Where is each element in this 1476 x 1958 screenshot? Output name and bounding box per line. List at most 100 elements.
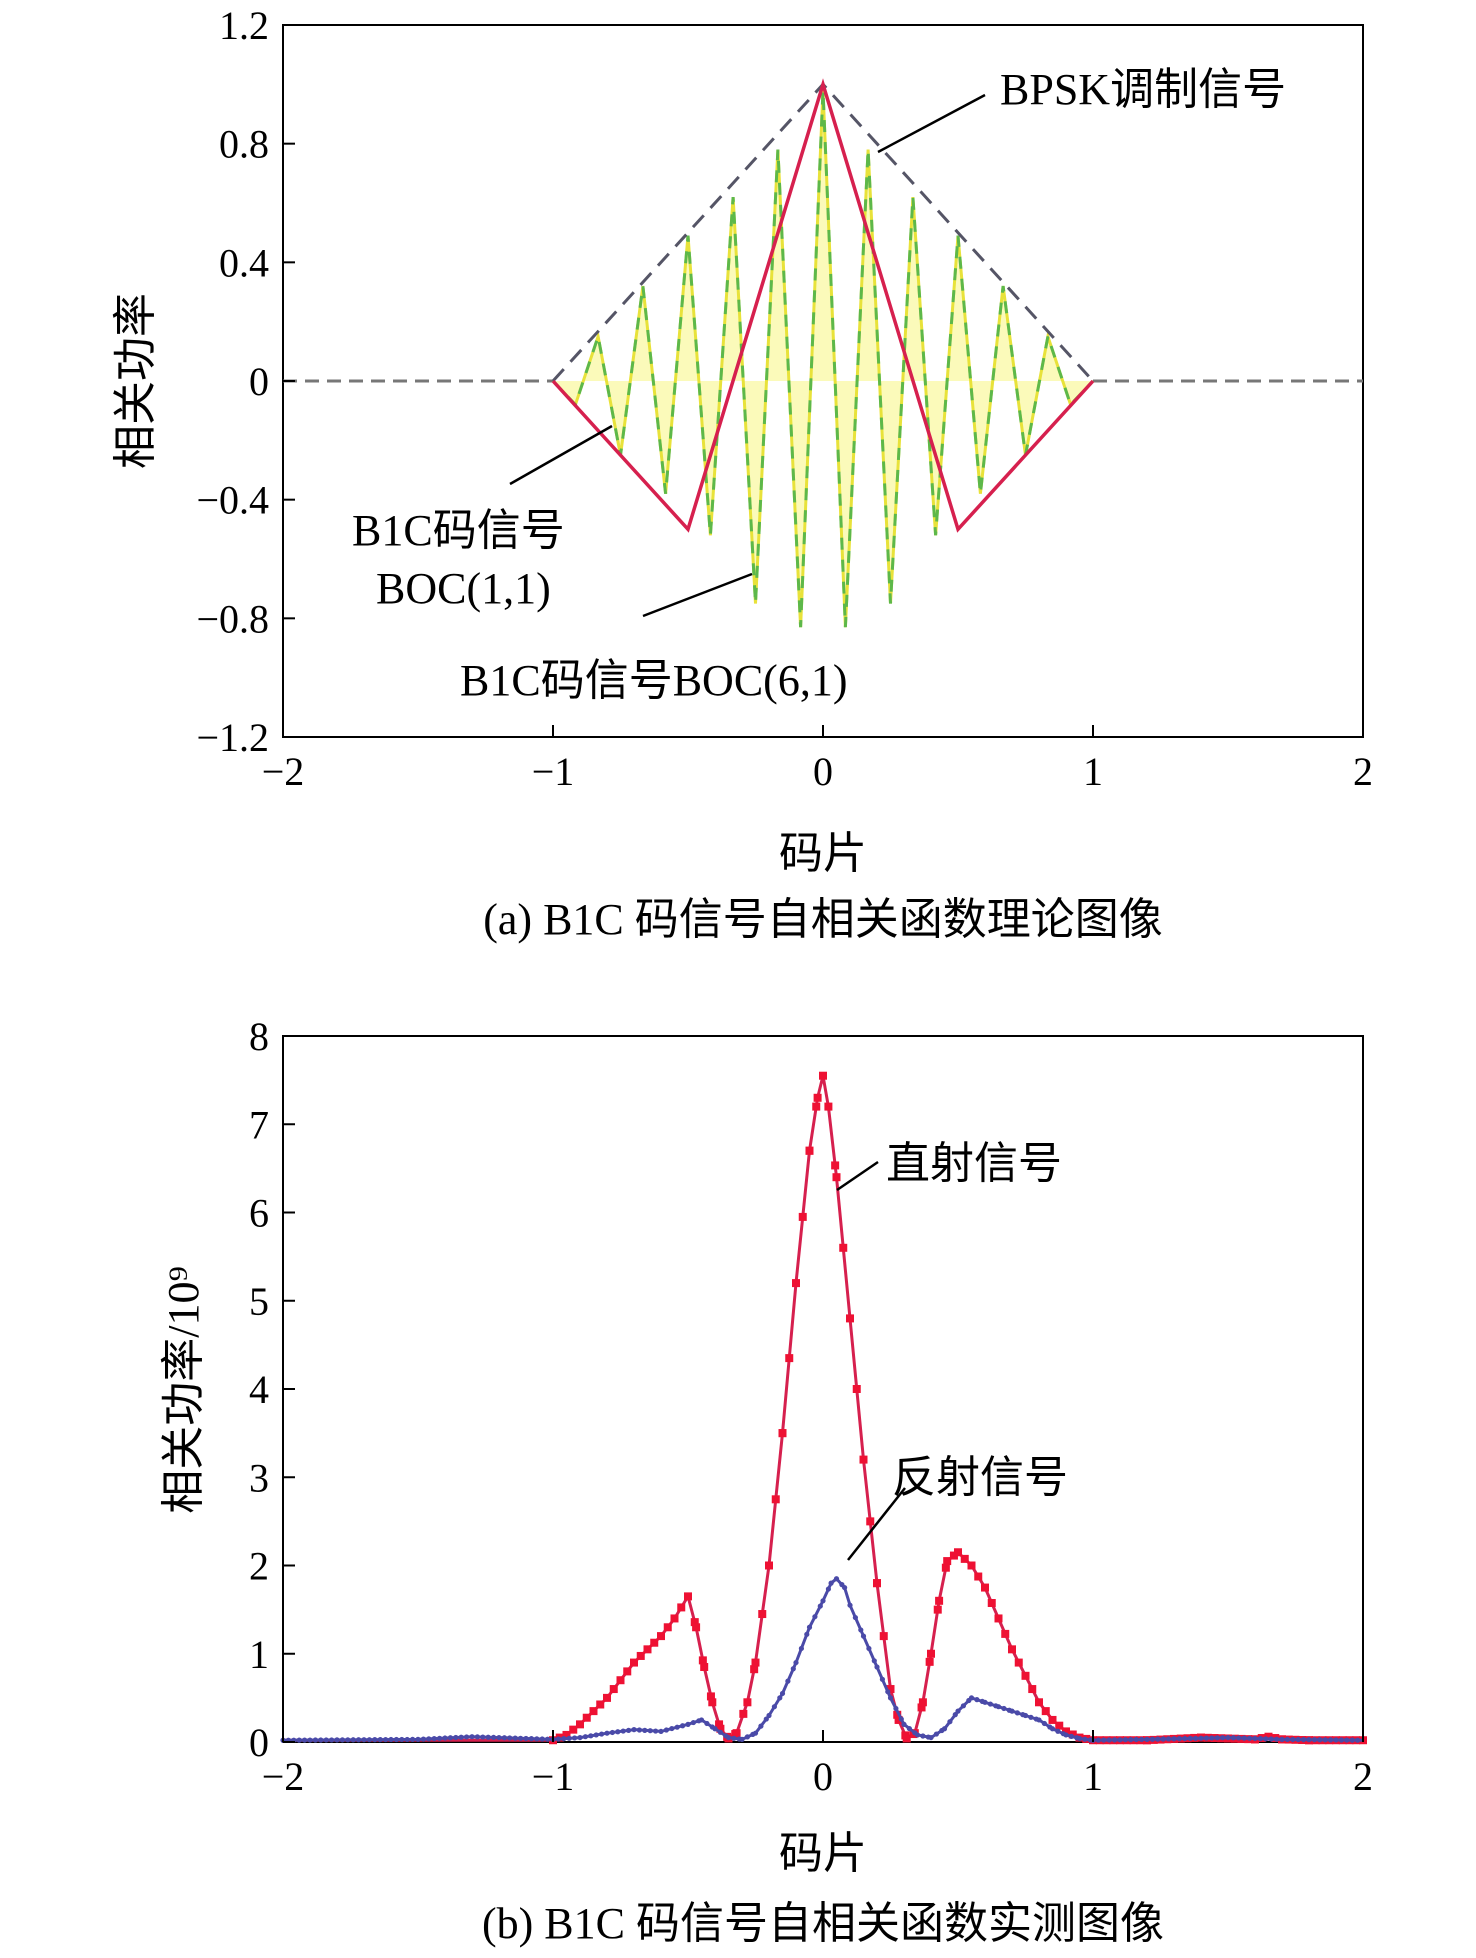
panel-a-ytick-label: 0.8 <box>219 122 269 167</box>
direct-signal-marker <box>1008 1645 1016 1654</box>
reflected-signal-marker <box>593 1732 599 1738</box>
reflected-signal-marker <box>653 1728 659 1734</box>
direct-signal-marker <box>785 1354 794 1363</box>
reflected-signal-marker <box>731 1735 737 1741</box>
direct-signal-marker <box>576 1720 584 1729</box>
direct-signal-marker <box>684 1592 692 1601</box>
direct-signal-marker <box>589 1707 598 1716</box>
reflected-signal-marker <box>763 1716 769 1722</box>
reflected-signal-marker <box>866 1645 872 1652</box>
reflected-signal-marker <box>690 1719 697 1726</box>
reflected-signal-marker <box>982 1699 988 1705</box>
reflected-signal-marker <box>987 1701 994 1707</box>
annotation-boc61: B1C码信号BOC(6,1) <box>460 656 847 705</box>
direct-signal-marker <box>1041 1707 1050 1716</box>
reflected-signal-marker <box>842 1584 848 1591</box>
direct-signal-marker <box>902 1734 911 1743</box>
reflected-signal-marker <box>1187 1735 1193 1742</box>
reflected-signal-marker <box>588 1733 594 1739</box>
bpsk-leader-line <box>877 93 986 154</box>
direct-signal-marker <box>596 1700 605 1709</box>
reflected-signal-marker <box>752 1730 759 1736</box>
reflected-signal-marker <box>582 1734 589 1740</box>
direct-signal-marker <box>1048 1715 1057 1724</box>
direct-signal-marker <box>943 1557 952 1566</box>
reflected-signal-marker <box>302 1737 308 1743</box>
direct-signal-marker <box>846 1314 854 1323</box>
panel-b-ytick-label: 7 <box>249 1102 269 1147</box>
direct-signal-marker <box>852 1385 861 1393</box>
reflected-signal-marker <box>604 1730 610 1736</box>
reflected-signal-marker <box>572 1735 578 1741</box>
reflected-signal-marker <box>1263 1736 1269 1742</box>
reflected-signal-marker <box>1160 1736 1166 1742</box>
reflected-signal-marker <box>1193 1735 1199 1741</box>
reflected-signal-marker <box>1322 1737 1328 1743</box>
reflected-signal-marker <box>453 1734 459 1741</box>
panel-b-ytick-label: 5 <box>249 1279 269 1324</box>
reflected-signal-marker <box>779 1690 786 1697</box>
reflected-signal-marker <box>833 1576 840 1582</box>
reflected-signal-marker <box>296 1737 302 1743</box>
reflected-signal-marker <box>828 1580 834 1586</box>
reflected-signal-marker <box>1279 1736 1285 1742</box>
reflected-signal-marker <box>323 1737 329 1743</box>
direct-signal-marker <box>771 1495 780 1504</box>
panel-a-ytick-label: −0.8 <box>196 596 269 641</box>
reflected-signal-marker <box>496 1734 502 1741</box>
direct-signal-marker <box>866 1517 875 1526</box>
panel-a-ytick-label: −1.2 <box>196 715 269 760</box>
panel-a-xtick-label: 1 <box>1083 749 1103 794</box>
direct-signal-marker <box>927 1649 935 1658</box>
direct-signal-marker <box>677 1603 686 1612</box>
direct-signal-marker <box>630 1658 638 1667</box>
reflected-signal-marker <box>1068 1733 1074 1739</box>
reflected-signal-marker <box>447 1735 453 1741</box>
reflected-signal-marker <box>1317 1737 1323 1743</box>
reflected-signal-marker <box>1082 1736 1088 1742</box>
reflected-signal-marker <box>887 1695 894 1701</box>
reflected-signal-marker <box>523 1735 529 1742</box>
panel-b-y-axis-label: 相关功率/10⁹ <box>159 1266 208 1514</box>
reflected-signal-marker <box>960 1703 967 1709</box>
direct-signal-marker <box>569 1725 578 1734</box>
reflected-signal-marker <box>806 1624 813 1630</box>
reflected-signal-marker <box>312 1737 318 1743</box>
reflected-signal-marker <box>642 1727 648 1733</box>
panel-a-series <box>283 78 1363 628</box>
reflected-signal-marker <box>1355 1737 1361 1743</box>
direct-signal-marker <box>981 1583 989 1592</box>
panel-b-xtick-label: 1 <box>1083 1754 1103 1799</box>
direct-signal-marker <box>692 1623 701 1632</box>
reflected-signal-marker <box>812 1614 818 1620</box>
reflected-signal-marker <box>725 1734 732 1741</box>
reflected-signal-marker <box>399 1736 405 1743</box>
direct-signal-marker <box>824 1102 833 1111</box>
panel-a-y-ticks: 1.2 0.8 0.4 0 −0.4 −0.8 −1.2 <box>196 3 295 760</box>
panel-b-ytick-label: 1 <box>249 1632 269 1677</box>
reflected-signal-marker <box>820 1598 826 1604</box>
reflected-signal-marker <box>1106 1737 1112 1743</box>
reflected-signal-marker <box>777 1695 783 1701</box>
reflected-signal-marker <box>974 1697 980 1703</box>
reflected-signal-marker <box>739 1736 745 1742</box>
reflected-signal-marker <box>512 1735 518 1741</box>
reflected-signal-marker <box>1252 1735 1258 1742</box>
boc61-area-fill <box>553 90 1093 628</box>
direct-signal-marker <box>813 1093 822 1102</box>
reflected-signal-marker <box>1338 1737 1344 1743</box>
reflected-signal-marker <box>1036 1717 1042 1723</box>
reflected-signal-marker <box>669 1725 675 1732</box>
reflected-signal-marker <box>704 1720 710 1727</box>
reflected-signal-marker <box>674 1724 680 1730</box>
reflected-signal-marker <box>1001 1705 1007 1712</box>
reflected-signal-marker <box>1076 1735 1083 1742</box>
reflected-signal-marker <box>1063 1732 1069 1738</box>
annotation-direct: 直射信号 <box>886 1139 1062 1188</box>
reflected-signal-marker <box>1009 1708 1015 1714</box>
reflected-signal-marker <box>437 1735 443 1741</box>
reflected-signal-marker <box>1301 1736 1307 1743</box>
direct-signal-marker <box>987 1599 996 1608</box>
reflected-signal-marker <box>1149 1736 1155 1742</box>
